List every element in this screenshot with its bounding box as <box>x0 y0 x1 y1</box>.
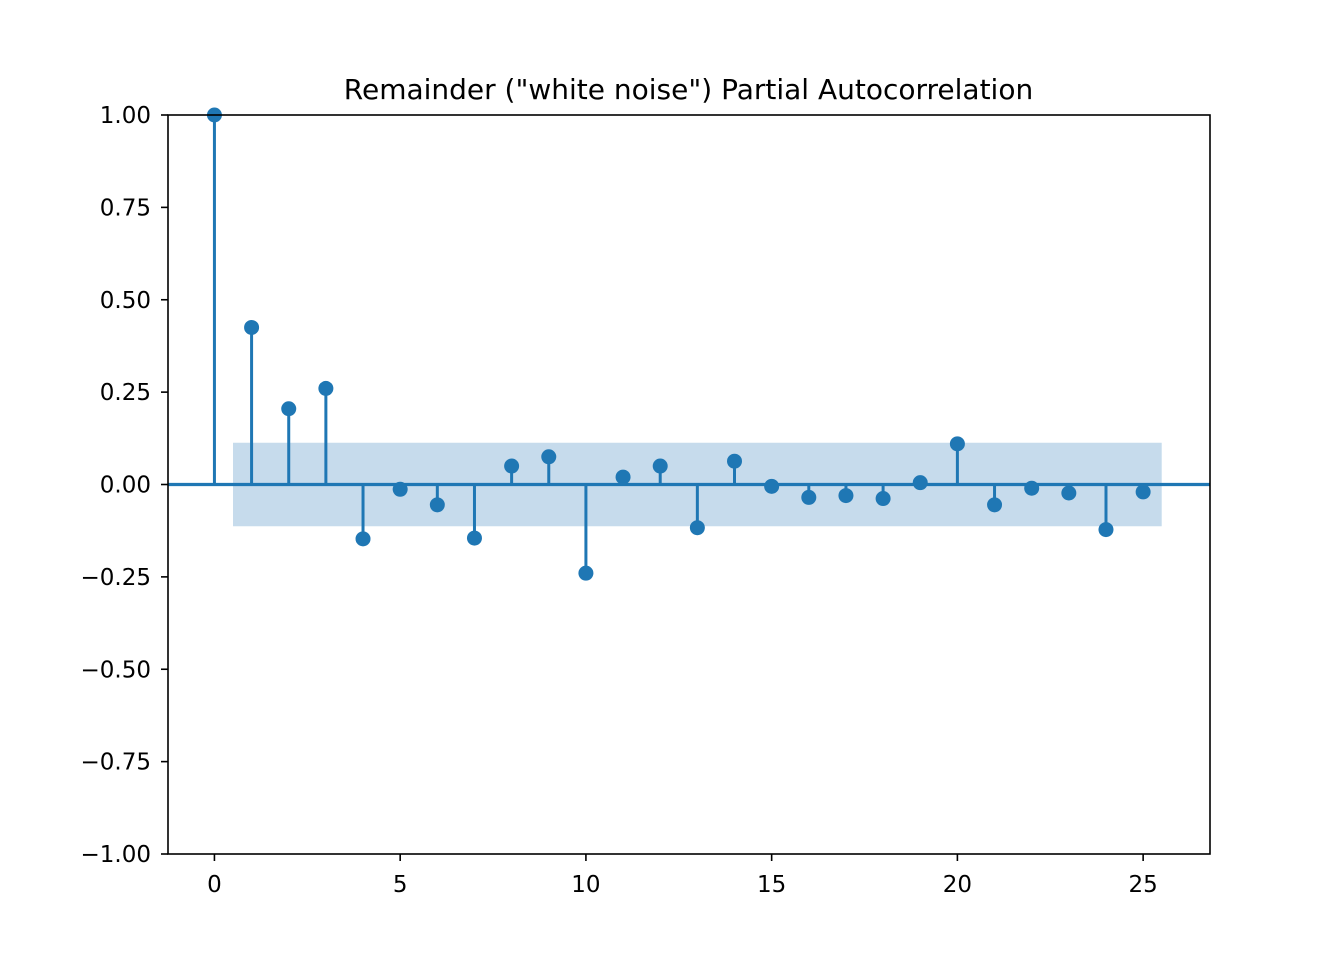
x-axis: 0 5 10 15 20 25 <box>207 854 1158 898</box>
y-tick-label: −1.00 <box>81 842 151 868</box>
y-tick-label: 0.00 <box>100 473 151 499</box>
stem-marker <box>281 401 297 417</box>
stem-marker <box>318 380 334 396</box>
stem-marker <box>1098 522 1114 538</box>
stem-marker <box>355 531 371 547</box>
stem-marker <box>949 436 965 452</box>
x-tick-label: 20 <box>943 872 972 898</box>
stem-marker <box>875 491 891 507</box>
y-tick-label: 0.25 <box>100 380 151 406</box>
stem-marker <box>801 489 817 505</box>
chart-title: Remainder ("white noise") Partial Autoco… <box>344 73 1033 106</box>
y-tick-label: 1.00 <box>100 103 151 129</box>
stem-marker <box>689 520 705 536</box>
stem-marker <box>615 469 631 485</box>
stem-marker <box>912 475 928 491</box>
x-tick-label: 15 <box>757 872 786 898</box>
stem-marker <box>578 565 594 581</box>
stem-marker <box>466 530 482 546</box>
stem-marker <box>1061 485 1077 501</box>
stem-marker <box>987 497 1003 513</box>
stem-marker <box>429 497 445 513</box>
x-tick-label: 10 <box>571 872 600 898</box>
stem-marker <box>392 481 408 497</box>
x-tick-label: 25 <box>1128 872 1157 898</box>
stem-marker <box>1024 480 1040 496</box>
plot-marks <box>168 107 1210 581</box>
stem-marker <box>504 458 520 474</box>
y-tick-label: 0.75 <box>100 195 151 221</box>
y-tick-label: 0.50 <box>100 288 151 314</box>
stem-marker <box>244 319 260 335</box>
y-tick-label: −0.75 <box>81 750 151 776</box>
stem-marker <box>838 488 854 504</box>
x-tick-label: 5 <box>393 872 408 898</box>
stem-marker <box>727 453 743 469</box>
y-tick-label: −0.50 <box>81 657 151 683</box>
stem-marker <box>652 458 668 474</box>
x-tick-label: 0 <box>207 872 222 898</box>
stem-marker <box>1135 484 1151 500</box>
stem-marker <box>541 449 557 465</box>
y-axis: 1.00 0.75 0.50 0.25 0.00 −0.25 −0.50 −0.75 −1.00 <box>81 103 168 868</box>
stem-marker <box>764 478 780 494</box>
y-tick-label: −0.25 <box>81 565 151 591</box>
